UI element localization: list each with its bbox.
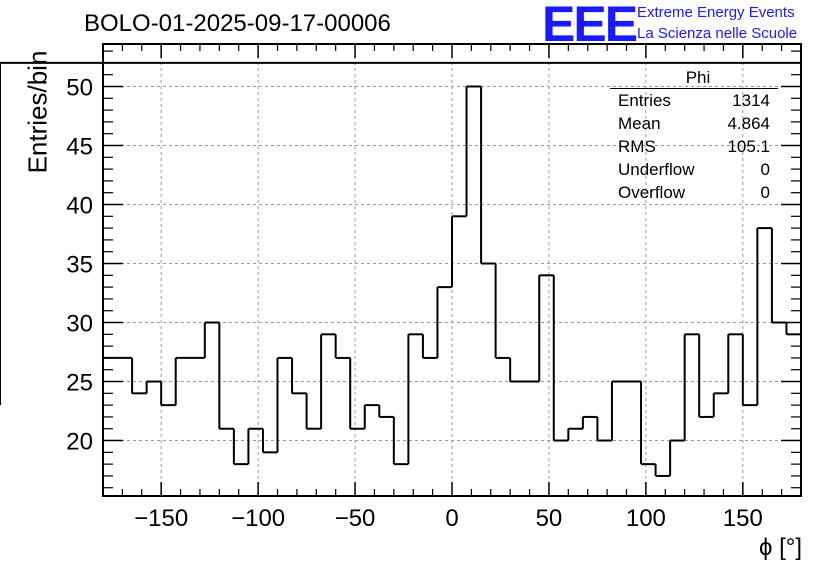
histogram-bins bbox=[0, 61, 802, 477]
y-tick-label: 50 bbox=[66, 74, 93, 101]
y-tick-label: 45 bbox=[66, 133, 93, 160]
logo-text-line1: Extreme Energy Events bbox=[637, 4, 795, 21]
y-tick-label: 40 bbox=[66, 193, 93, 220]
y-tick-label: 25 bbox=[66, 370, 93, 397]
stats-value: 1314 bbox=[732, 91, 770, 110]
stats-label: Mean bbox=[618, 114, 661, 133]
stats-box: Phi Entries 1314 Mean 4.864 RMS 105.1 Un… bbox=[610, 68, 778, 204]
stats-value: 4.864 bbox=[727, 114, 770, 133]
eee-logo-mark: EEE bbox=[542, 0, 638, 52]
axis-ticks bbox=[102, 44, 802, 496]
stats-row-mean: Mean 4.864 bbox=[610, 112, 778, 135]
logo-text-line2: La Scienza nelle Scuole bbox=[637, 25, 798, 42]
x-axis-label: ϕ [°] bbox=[758, 534, 802, 561]
stats-label: Entries bbox=[618, 91, 671, 110]
stats-value: 105.1 bbox=[727, 137, 770, 156]
stats-row-underflow: Underflow 0 bbox=[610, 158, 778, 181]
stats-label: Overflow bbox=[618, 183, 686, 202]
chart-title: BOLO-01-2025-09-17-00006 bbox=[84, 10, 391, 37]
stats-row-overflow: Overflow 0 bbox=[610, 181, 778, 204]
y-axis-label: Entries/bin bbox=[22, 50, 53, 174]
stats-row-rms: RMS 105.1 bbox=[610, 135, 778, 158]
tick-labels: −150 −100 −50 0 50 100 150 20 25 30 35 40 45 50 bbox=[66, 74, 763, 532]
y-tick-label: 30 bbox=[66, 311, 93, 338]
x-tick-label: 0 bbox=[445, 505, 458, 532]
y-tick-label: 35 bbox=[66, 252, 93, 279]
stats-label: Underflow bbox=[618, 160, 695, 179]
stats-title: Phi bbox=[610, 68, 778, 89]
plot-frame bbox=[102, 43, 802, 497]
x-tick-label: 150 bbox=[723, 505, 763, 532]
stats-value: 0 bbox=[760, 160, 770, 179]
x-tick-label: −150 bbox=[134, 505, 188, 532]
stats-row-entries: Entries 1314 bbox=[610, 89, 778, 112]
stats-value: 0 bbox=[760, 183, 770, 202]
x-tick-label: 100 bbox=[626, 505, 666, 532]
stats-label: RMS bbox=[618, 137, 656, 156]
x-tick-label: −100 bbox=[231, 505, 285, 532]
y-tick-label: 20 bbox=[66, 429, 93, 456]
x-tick-label: −50 bbox=[335, 505, 376, 532]
x-tick-label: 50 bbox=[536, 505, 563, 532]
